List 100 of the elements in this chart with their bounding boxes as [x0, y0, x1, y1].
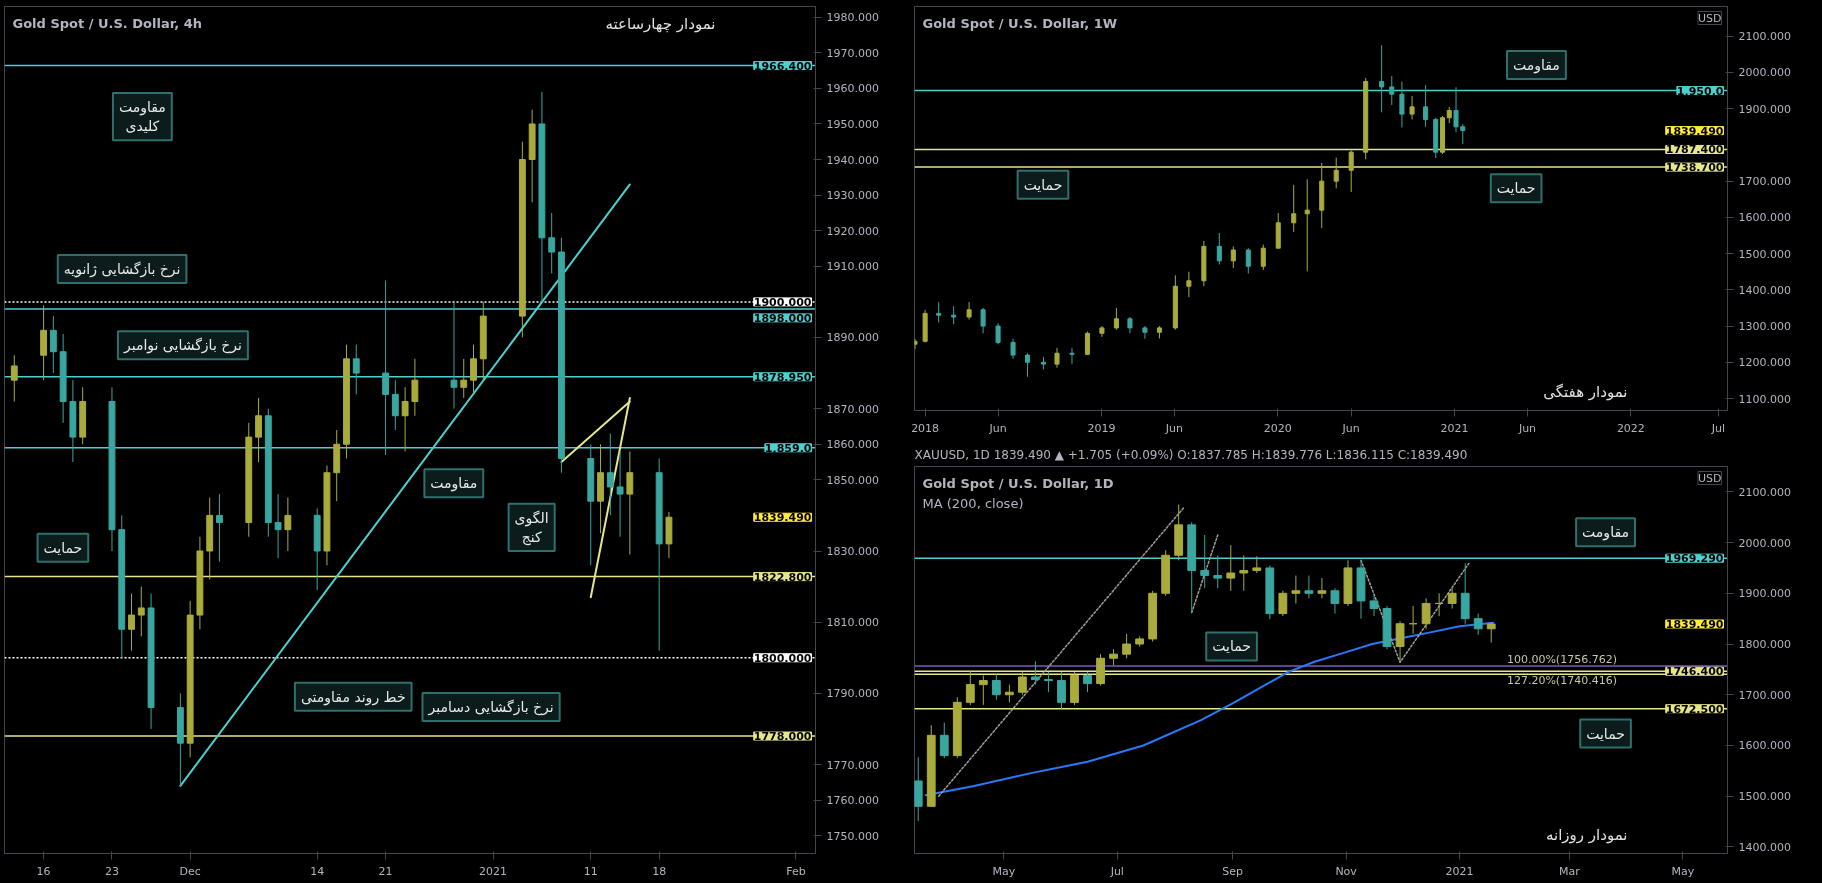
annotation: مقاومت: [430, 475, 478, 493]
y-tick-label: 1500.000: [1738, 247, 1791, 261]
x-tick-label: 2021: [1445, 864, 1474, 878]
x-tick-label: Jun: [1164, 421, 1184, 435]
y-tick-label: 1930.000: [826, 189, 879, 203]
x-tick-label: 2021: [479, 864, 508, 878]
ref-line-label: 1,859.0: [764, 441, 812, 455]
annotation: مقاومت کلیدی: [118, 99, 166, 135]
y-tick-label: 1400.000: [1738, 840, 1791, 854]
x-tick-label: 2021: [1440, 421, 1469, 435]
x-tick-label: Mar: [1558, 864, 1581, 878]
x-tick-label: 16: [36, 864, 51, 878]
text: XAUUSD, 1D 1839.490 ▲ +1.705 (+0.09%) O:1837.785 H:1839.776 L:1836.115 C:1839.490: [914, 447, 1468, 462]
annotation: نرخ بازگشایی دسامبر: [427, 698, 554, 716]
x-tick-label: 2020: [1263, 421, 1292, 435]
y-tick-label: 1790.000: [826, 687, 879, 701]
text: MA (200, close): [922, 495, 1024, 511]
ref-line-label: 1738.700: [1665, 161, 1724, 175]
text: Gold Spot / U.S. Dollar, 1W: [922, 15, 1118, 31]
ref-line-label: 1878.950: [753, 370, 812, 384]
annotation: الگوی کنج: [514, 509, 549, 547]
annotation: حمایت: [1586, 725, 1625, 742]
annotation: مقاومت: [1513, 57, 1560, 75]
ref-line-label: 1,950.0: [1676, 84, 1724, 98]
y-tick-label: 1960.000: [826, 82, 879, 96]
x-tick-label: 14: [310, 864, 325, 878]
ref-line-label: 1672.500: [1665, 702, 1724, 716]
y-tick-label: 1890.000: [826, 331, 879, 345]
annotation: 100.00%(1756.762): [1506, 652, 1617, 666]
y-tick-label: 1600.000: [1738, 739, 1791, 753]
y-tick-label: 1850.000: [826, 473, 879, 487]
ref-line-label: 1746.400: [1665, 665, 1724, 679]
y-tick-label: 1750.000: [826, 829, 879, 843]
y-tick-label: 1700.000: [1738, 688, 1791, 702]
ref-line-label: 1969.290: [1665, 552, 1724, 566]
y-tick-label: 1400.000: [1738, 283, 1791, 297]
ref-line-label: 1822.800: [753, 570, 812, 584]
annotation: 1839.490: [1665, 617, 1724, 631]
annotation: نمودار هفتگی: [1543, 382, 1628, 401]
y-tick-label: 1910.000: [826, 260, 879, 274]
annotation: نرخ بازگشایی ژانویه: [63, 261, 181, 279]
x-tick-label: Dec: [179, 864, 201, 878]
y-tick-label: 1300.000: [1738, 320, 1791, 334]
y-tick-label: 1970.000: [826, 46, 879, 60]
y-axis-title: USD: [1698, 471, 1722, 485]
y-tick-label: 1950.000: [826, 117, 879, 131]
ref-line-label: 1900.000: [753, 295, 812, 309]
text: Gold Spot / U.S. Dollar, 1D: [922, 475, 1114, 491]
x-tick-label: 2018: [911, 421, 940, 435]
x-tick-label: Nov: [1335, 864, 1358, 878]
x-tick-label: Feb: [786, 864, 806, 878]
y-tick-label: 1900.000: [1738, 587, 1791, 601]
annotation: حمایت: [43, 539, 83, 556]
x-tick-label: 11: [583, 864, 598, 878]
annotation: نمودار روزانه: [1545, 825, 1628, 844]
y-tick-label: 1870.000: [826, 402, 879, 416]
y-tick-label: 2000.000: [1738, 536, 1791, 550]
x-tick-label: Jun: [1517, 421, 1537, 435]
y-tick-label: 1900.000: [1738, 102, 1791, 116]
x-tick-label: May: [1671, 864, 1695, 878]
x-tick-label: 2022: [1616, 421, 1645, 435]
y-axis-title: USD: [1698, 11, 1722, 25]
y-tick-label: 1760.000: [826, 794, 879, 808]
x-tick-label: May: [992, 864, 1016, 878]
annotation: نمودار چهارساعته: [605, 14, 716, 33]
annotation: حمایت: [1023, 176, 1063, 193]
annotation: حمایت: [1212, 638, 1251, 655]
x-tick-label: Jul: [1109, 864, 1124, 878]
y-tick-label: 2000.000: [1738, 66, 1791, 80]
y-tick-label: 2100.000: [1738, 30, 1791, 44]
y-tick-label: 1200.000: [1738, 356, 1791, 370]
x-tick-label: Sep: [1222, 864, 1244, 878]
ref-line-label: 1778.000: [753, 730, 812, 744]
y-tick-label: 1920.000: [826, 224, 879, 238]
x-tick-label: Jul: [1710, 421, 1725, 435]
x-tick-label: 18: [652, 864, 667, 878]
y-tick-label: 1600.000: [1738, 211, 1791, 225]
y-tick-label: 1700.000: [1738, 175, 1791, 189]
y-tick-label: 1830.000: [826, 545, 879, 558]
y-tick-label: 1500.000: [1738, 790, 1791, 804]
ref-line-label: 1800.000: [753, 651, 812, 665]
ref-line-label: 1898.000: [753, 311, 812, 325]
annotation: حمایت: [1496, 180, 1536, 197]
y-tick-label: 1980.000: [826, 11, 879, 25]
y-tick-label: 1100.000: [1738, 392, 1791, 406]
annotation: 1839.490: [1665, 124, 1724, 138]
y-tick-label: 1810.000: [826, 616, 879, 630]
annotation: مقاومت: [1582, 524, 1629, 542]
annotation: نرخ بازگشایی نوامبر: [122, 337, 242, 355]
annotation: 127.20%(1740.416): [1506, 674, 1617, 688]
y-tick-label: 1770.000: [826, 758, 879, 772]
x-tick-label: Jun: [988, 421, 1007, 435]
ref-line-label: 1787.400: [1665, 143, 1724, 157]
x-tick-label: 23: [104, 864, 119, 878]
y-tick-label: 1940.000: [826, 153, 879, 167]
annotation: 1839.490: [753, 511, 812, 525]
x-tick-label: Jun: [1341, 421, 1360, 435]
annotation: خط روند مقاومتی: [300, 688, 406, 706]
ref-line-label: 1966.400: [753, 59, 812, 73]
text: Gold Spot / U.S. Dollar, 4h: [12, 15, 202, 31]
